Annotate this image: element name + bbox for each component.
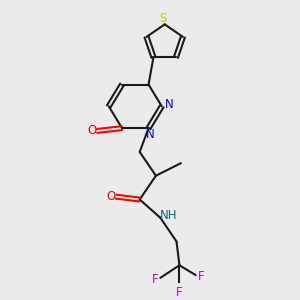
Text: O: O — [106, 190, 116, 203]
Text: F: F — [176, 286, 183, 299]
Text: F: F — [198, 270, 204, 283]
Text: O: O — [87, 124, 96, 137]
Text: NH: NH — [160, 209, 177, 222]
Text: F: F — [152, 273, 158, 286]
Text: N: N — [146, 128, 154, 141]
Text: S: S — [160, 12, 167, 25]
Text: N: N — [165, 98, 173, 111]
